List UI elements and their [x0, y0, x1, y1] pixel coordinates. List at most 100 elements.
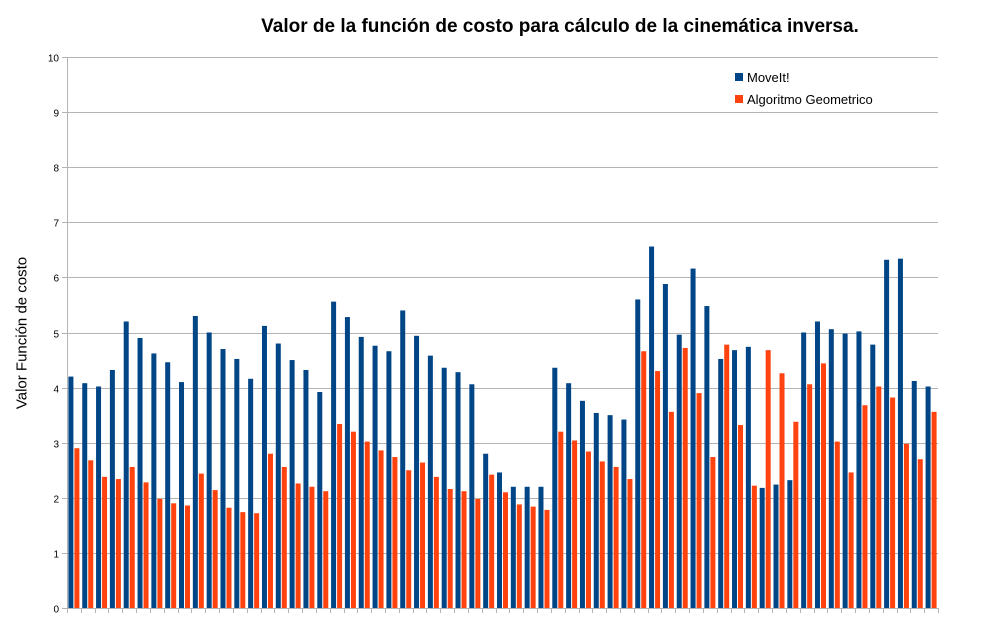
bar-moveit-21 [344, 317, 350, 608]
bar-moveit-44 [662, 284, 668, 608]
bar-moveit-28 [441, 367, 447, 608]
bar-algoritmo-41 [627, 479, 633, 608]
bar-algoritmo-23 [378, 450, 384, 608]
y-tick-label-1: 1 [53, 550, 59, 561]
bar-algoritmo-16 [281, 466, 287, 608]
bar-moveit-39 [593, 412, 599, 608]
bar-moveit-18 [303, 369, 309, 608]
bar-algoritmo-39 [599, 461, 605, 608]
bar-algoritmo-27 [433, 476, 439, 608]
bar-algoritmo-55 [820, 363, 826, 608]
bar-algoritmo-59 [876, 386, 882, 608]
bar-moveit-48 [718, 358, 724, 608]
bar-algoritmo-38 [585, 451, 591, 608]
bar-algoritmo-1 [74, 448, 80, 608]
bar-algoritmo-54 [807, 384, 813, 608]
legend-item-moveit: MoveIt! [735, 66, 873, 88]
bar-moveit-51 [759, 487, 765, 608]
bar-moveit-58 [856, 331, 862, 608]
bar-algoritmo-21 [350, 431, 356, 608]
bar-moveit-11 [206, 332, 212, 608]
bar-moveit-40 [607, 415, 613, 608]
bar-moveit-12 [220, 349, 226, 608]
bar-moveit-17 [289, 360, 295, 608]
bar-algoritmo-61 [903, 443, 909, 608]
bar-algoritmo-62 [917, 459, 923, 608]
legend-label-moveit: MoveIt! [747, 69, 790, 85]
bar-moveit-50 [745, 346, 751, 608]
bar-algoritmo-44 [668, 411, 674, 608]
bar-algoritmo-26 [420, 462, 426, 608]
bar-moveit-45 [676, 334, 682, 608]
bar-algoritmo-34 [530, 506, 536, 608]
bar-algoritmo-18 [309, 486, 315, 608]
bar-algoritmo-5 [129, 466, 135, 608]
bar-algoritmo-37 [572, 440, 578, 608]
bar-moveit-2 [82, 383, 88, 608]
bar-moveit-3 [96, 386, 102, 608]
bar-moveit-62 [911, 380, 917, 608]
bar-algoritmo-22 [364, 441, 370, 608]
bar-moveit-55 [814, 321, 820, 608]
bar-algoritmo-28 [447, 488, 453, 608]
bar-moveit-61 [897, 258, 903, 608]
bar-moveit-25 [400, 310, 406, 608]
bar-algoritmo-19 [323, 491, 329, 608]
bar-moveit-29 [455, 372, 461, 608]
bar-moveit-14 [248, 378, 254, 608]
bar-algoritmo-13 [240, 512, 246, 608]
bar-moveit-60 [884, 259, 890, 608]
bars [68, 246, 937, 609]
bar-algoritmo-57 [848, 472, 854, 608]
bar-moveit-10 [192, 315, 198, 608]
bar-algoritmo-58 [862, 405, 868, 608]
bar-moveit-15 [261, 325, 267, 608]
bar-algoritmo-11 [212, 490, 218, 608]
y-tick-label-5: 5 [53, 330, 59, 341]
bar-algoritmo-47 [710, 457, 716, 608]
bar-moveit-54 [801, 332, 807, 608]
bar-algoritmo-24 [392, 457, 398, 608]
bar-moveit-57 [842, 333, 848, 608]
bar-moveit-16 [275, 343, 281, 608]
bar-algoritmo-30 [475, 498, 481, 608]
bar-algoritmo-15 [267, 453, 273, 608]
y-tick-label-8: 8 [53, 164, 59, 175]
y-tick-label-9: 9 [53, 109, 59, 120]
bar-algoritmo-4 [115, 479, 121, 608]
bar-algoritmo-35 [544, 509, 550, 608]
bar-moveit-33 [510, 486, 516, 608]
y-tick-label-6: 6 [53, 274, 59, 285]
y-tick-label-10: 10 [48, 54, 60, 65]
bar-algoritmo-31 [489, 474, 495, 608]
legend-swatch-moveit [735, 73, 743, 81]
bar-moveit-56 [828, 329, 834, 608]
bar-algoritmo-7 [157, 498, 163, 608]
bar-algoritmo-12 [226, 507, 232, 608]
bar-algoritmo-8 [171, 503, 177, 608]
bar-moveit-59 [870, 344, 876, 608]
bar-algoritmo-48 [724, 344, 730, 608]
y-tick-label-2: 2 [53, 495, 59, 506]
chart-title: Valor de la función de costo para cálcul… [261, 16, 859, 37]
bar-algoritmo-33 [516, 504, 522, 608]
y-tick-label-3: 3 [53, 440, 59, 451]
bar-moveit-13 [234, 358, 240, 608]
bar-moveit-38 [579, 400, 585, 608]
y-tick-label-7: 7 [53, 219, 59, 230]
bar-moveit-9 [179, 382, 185, 608]
bar-moveit-20 [331, 301, 337, 608]
bar-moveit-30 [469, 384, 475, 608]
bar-algoritmo-45 [682, 347, 688, 608]
bar-algoritmo-36 [558, 431, 564, 608]
legend-item-algoritmo: Algoritmo Geometrico [735, 88, 873, 110]
bar-algoritmo-51 [765, 350, 771, 608]
bar-algoritmo-6 [143, 482, 149, 608]
bar-algoritmo-3 [102, 476, 108, 608]
y-tick-label-0: 0 [53, 605, 59, 616]
bar-algoritmo-43 [655, 371, 661, 608]
bar-moveit-27 [427, 355, 433, 608]
bar-algoritmo-9 [185, 505, 191, 608]
bar-algoritmo-52 [779, 373, 785, 608]
bar-algoritmo-40 [613, 466, 619, 608]
